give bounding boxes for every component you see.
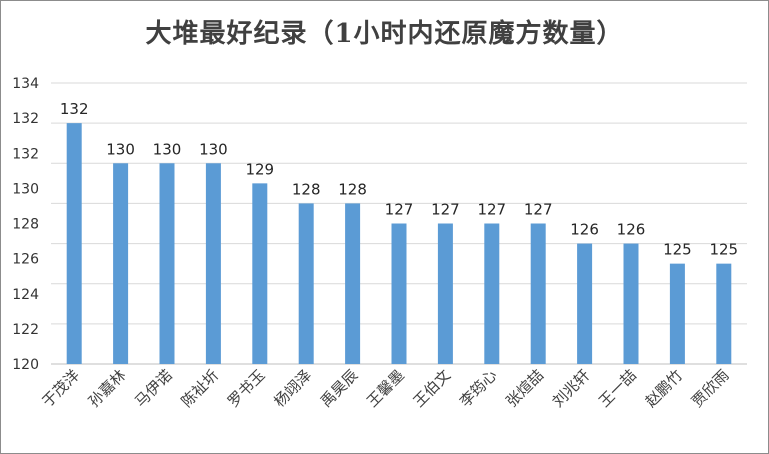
category-label: 李筠心 (456, 366, 501, 411)
bar (623, 243, 639, 364)
category-label: 张煊喆 (502, 366, 547, 411)
data-label: 130 (153, 140, 182, 158)
category-label: 王馨墨 (363, 366, 408, 411)
category-label: 禹昊辰 (317, 366, 362, 411)
chart-title: 大堆最好纪录（1小时内还原魔方数量） (145, 19, 624, 49)
bar (437, 223, 453, 364)
category-label: 杨翊泽 (270, 366, 315, 411)
data-label: 129 (245, 160, 274, 178)
category-label: 罗书玉 (224, 366, 269, 411)
category-label: 王伯文 (410, 366, 455, 411)
bar (391, 223, 407, 364)
bar (159, 163, 175, 364)
category-label: 孙嘉林 (85, 366, 130, 411)
y-tick-label: 130 (12, 181, 39, 197)
y-tick-label: 132 (12, 111, 39, 127)
bar (113, 163, 129, 364)
bar (298, 203, 314, 364)
data-labels: 132 130 130 130 129 128 128 127 127 127 127 126 126 1… (60, 100, 738, 259)
data-label: 132 (60, 100, 89, 118)
data-label: 126 (617, 221, 646, 239)
y-tick-label: 128 (12, 217, 39, 233)
bar (577, 243, 593, 364)
bar (252, 183, 268, 364)
category-label: 于茂洋 (38, 366, 83, 411)
bar (530, 223, 546, 364)
category-label: 陈祉圻 (178, 366, 223, 411)
y-tick-label: 124 (12, 287, 39, 303)
data-label: 126 (570, 221, 599, 239)
data-label: 127 (477, 201, 506, 219)
bar (66, 123, 82, 365)
data-label: 127 (431, 201, 460, 219)
category-label: 贾欣雨 (688, 366, 733, 411)
bar (345, 203, 361, 364)
y-axis-ticks: 120 122 124 126 128 130 132 132 134 (12, 76, 39, 373)
bar (205, 163, 221, 364)
bars (66, 123, 732, 365)
bar (484, 223, 500, 364)
y-tick-label: 120 (12, 357, 39, 373)
category-label: 王一喆 (595, 366, 640, 411)
category-label: 马伊诺 (131, 366, 176, 411)
category-labels: 于茂洋 孙嘉林 马伊诺 陈祉圻 罗书玉 杨翊泽 禹昊辰 王馨墨 王伯文 李筠心 张煊喆 刘兆轩 王一喆赵… (38, 366, 732, 411)
category-label: 赵鹏竹 (642, 366, 687, 411)
y-tick-label: 134 (12, 76, 39, 92)
category-label: 刘兆轩 (549, 366, 594, 411)
y-tick-label: 132 (12, 146, 39, 162)
bar (669, 263, 685, 364)
data-label: 128 (338, 180, 367, 198)
data-label: 125 (709, 241, 738, 259)
y-tick-label: 122 (12, 322, 39, 338)
data-label: 130 (106, 140, 135, 158)
data-label: 125 (663, 241, 692, 259)
data-label: 127 (524, 201, 553, 219)
data-label: 130 (199, 140, 228, 158)
data-label: 128 (292, 180, 321, 198)
y-tick-label: 126 (12, 252, 39, 268)
bar (716, 263, 732, 364)
data-label: 127 (385, 201, 414, 219)
